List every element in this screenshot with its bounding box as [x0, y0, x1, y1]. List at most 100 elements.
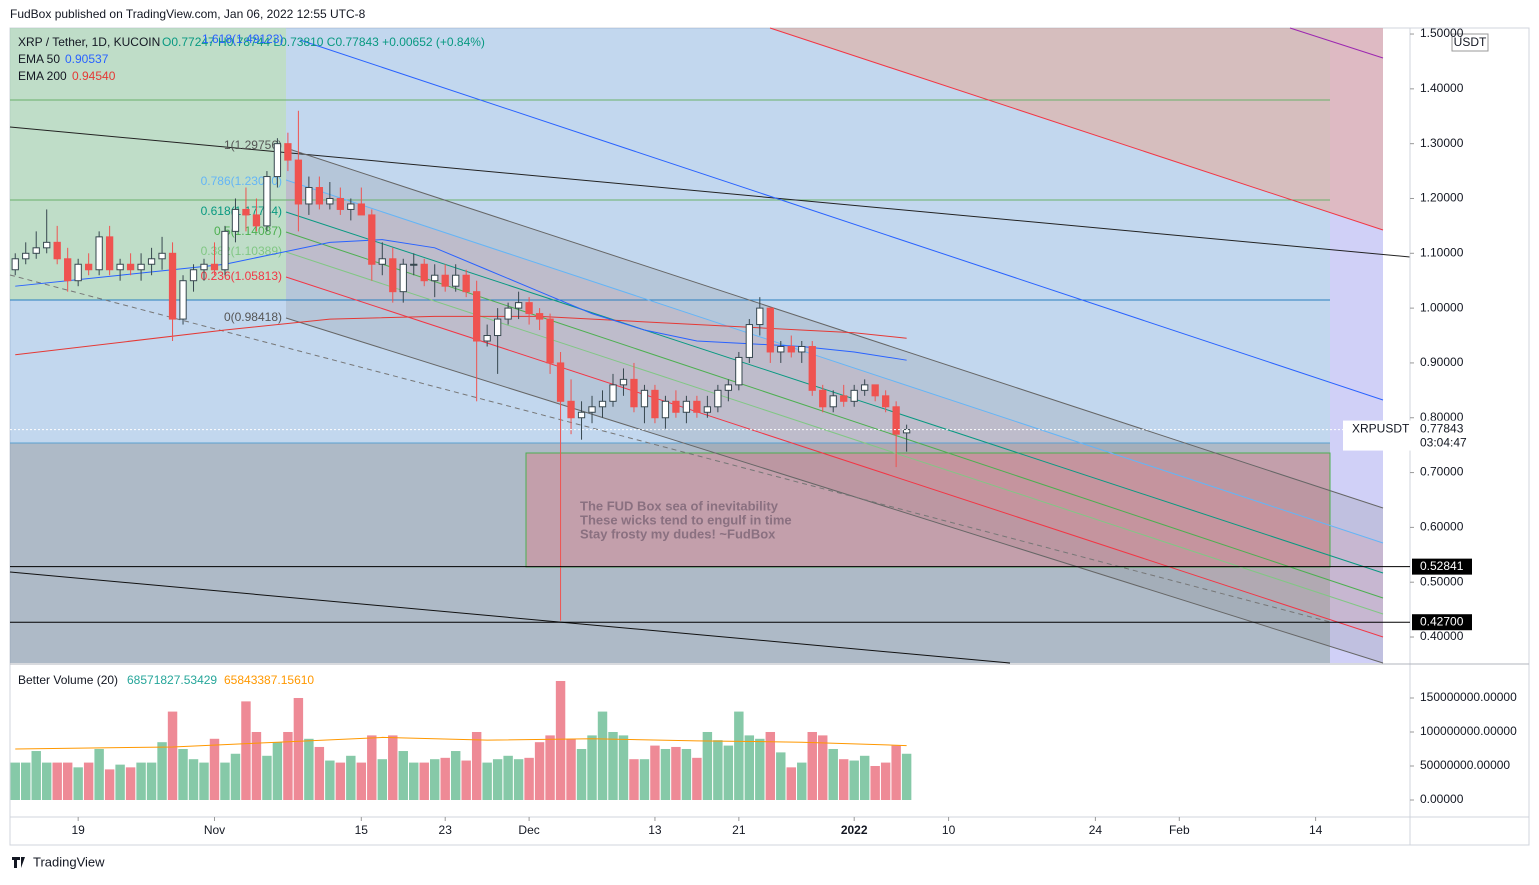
candle-body [231, 208, 240, 232]
header: FudBox published on TradingView.com, Jan… [10, 7, 366, 21]
volume-bar [31, 751, 41, 800]
volume-bar [650, 745, 660, 800]
volume-bar [115, 764, 125, 800]
volume-bar [576, 748, 587, 800]
volume-bar [671, 746, 681, 800]
volume-bar [157, 742, 167, 800]
candle-body [504, 307, 512, 320]
y-tick-label: 0.40000 [1420, 629, 1464, 643]
x-tick-label: 19 [71, 823, 85, 837]
volume-bar [555, 680, 566, 800]
x-tick-label: 13 [648, 823, 662, 837]
currency-box[interactable] [1451, 33, 1489, 52]
volume-bar [409, 762, 419, 800]
candle-body [441, 274, 449, 287]
volume-bar [482, 762, 492, 800]
candle-body [661, 400, 670, 419]
candle-body [294, 159, 303, 205]
candle-body [74, 263, 82, 282]
volume-bar [786, 767, 796, 800]
volume-bar [367, 735, 377, 800]
volume-bar [251, 731, 262, 800]
candle-body [389, 258, 397, 293]
volume-bar [471, 731, 482, 800]
candle-body [95, 236, 103, 271]
candle-body [682, 400, 691, 413]
candle-body [840, 395, 848, 402]
logo [12, 857, 25, 868]
currency[interactable]: USDT [1454, 35, 1487, 49]
candle-body [105, 236, 114, 271]
volume-bar [503, 755, 513, 800]
candle-body [514, 302, 523, 309]
volume-bar [534, 742, 545, 800]
drawings [9, 27, 1411, 664]
volume-bar [797, 762, 807, 800]
candle-body [735, 356, 743, 386]
candle-body [609, 384, 617, 402]
volume-bar [188, 759, 199, 800]
volume-bar [230, 753, 241, 800]
candle-body [745, 324, 753, 358]
grey-zone [10, 443, 1330, 663]
volume-bar [587, 735, 597, 800]
candle-body [189, 269, 198, 282]
candle-body [787, 345, 795, 353]
volume-bar [513, 759, 524, 800]
candle-body [284, 143, 292, 161]
volume-bar [660, 748, 671, 800]
y-tick-label: 1.40000 [1420, 81, 1464, 95]
candle-body [703, 406, 712, 413]
candle-body [577, 411, 586, 419]
fib-label: 1(1.29756) [224, 138, 282, 152]
volume-bar [545, 735, 555, 800]
fib-channel [286, 180, 1383, 637]
candle-body [777, 345, 785, 353]
candle-body [766, 307, 774, 353]
y-tick-label: 100000000.00000 [1420, 724, 1517, 738]
candle-body [871, 384, 879, 397]
candle-body [630, 378, 638, 408]
volume-bar [461, 760, 471, 800]
candle-body [378, 258, 386, 265]
last-price-symbol: XRPUSDT [1352, 422, 1410, 436]
volume-bar [209, 738, 220, 800]
trendline [9, 126, 1411, 258]
price-label-box [1412, 558, 1472, 575]
footer: TradingView [33, 854, 105, 869]
trendline [299, 39, 1384, 401]
trendline [9, 571, 1011, 664]
volume-bar [807, 731, 817, 800]
ema-value: 0.90537 [65, 52, 109, 66]
annotation: The FUD Box sea of inevitability [580, 498, 779, 513]
volume-bar [723, 745, 734, 800]
candle-body [399, 263, 407, 293]
y-tick-label: 1.00000 [1420, 300, 1464, 314]
candle-body [179, 280, 187, 320]
fib-label: 1.618(1.49123) [202, 32, 283, 46]
volume-bar [608, 731, 618, 800]
volume-bar [639, 759, 650, 800]
y-tick-label: 0.80000 [1420, 410, 1464, 424]
fib-line [285, 179, 1384, 544]
candle-body [493, 318, 502, 337]
fib-line [285, 276, 1384, 638]
volume-bar [440, 757, 450, 800]
candle-body [43, 241, 51, 249]
candle-body [714, 389, 722, 408]
y-tick-label: 0.70000 [1420, 465, 1464, 479]
volume-bar [167, 711, 178, 800]
candle-body [158, 252, 166, 260]
candle-body [221, 230, 229, 271]
candle-body [473, 291, 481, 342]
candle-body [357, 203, 365, 216]
candle-body [22, 252, 30, 260]
y-tick-label: 1.10000 [1420, 245, 1464, 259]
volume-bar [566, 738, 576, 800]
candle-body [410, 263, 418, 266]
fib-label: 0.786(1.23050) [201, 174, 282, 188]
volume-bar [859, 755, 870, 800]
annotation: Stay frosty my dudes! ~FudBox [580, 526, 776, 541]
volume-bar [597, 711, 608, 800]
candle-body [431, 274, 439, 282]
